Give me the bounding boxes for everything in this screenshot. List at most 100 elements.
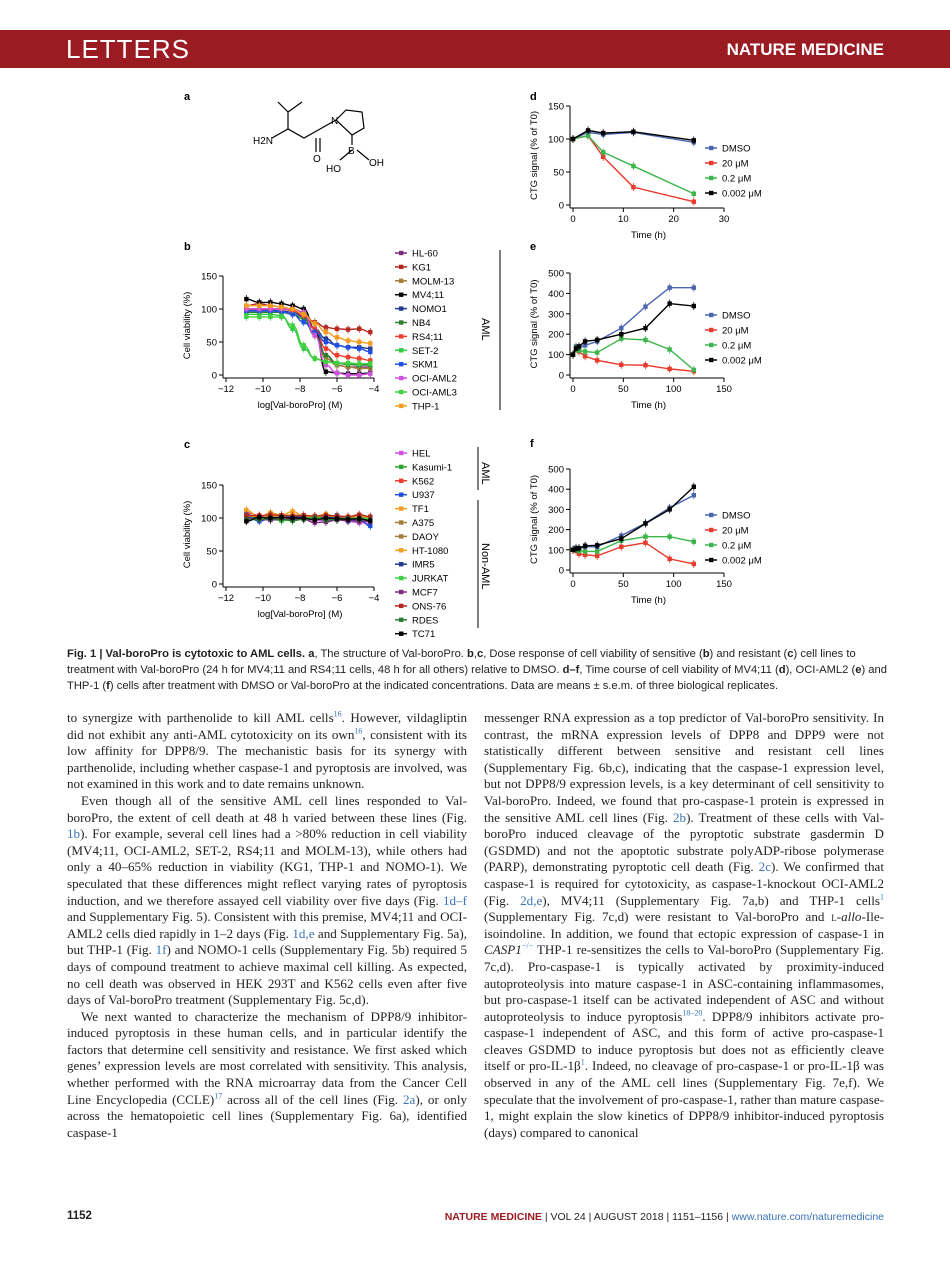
- text-run: ) and resistant (: [709, 648, 788, 660]
- figure-link[interactable]: 1f: [155, 942, 167, 958]
- legend-label: TF1: [412, 504, 429, 515]
- legend-label: 0.002 μM: [722, 356, 762, 367]
- data-point: [691, 367, 696, 373]
- y-tick-label: 0: [212, 371, 217, 382]
- data-point: [601, 154, 606, 160]
- series-KG1: KG1: [244, 262, 431, 337]
- series-0.002 μM: 0.002 μM: [570, 482, 762, 567]
- legend-label: JURKAT: [412, 574, 448, 585]
- data-point: [619, 536, 624, 541]
- legend-marker: [399, 492, 404, 497]
- data-point: [357, 339, 362, 345]
- text-run: Even though all of the sensitive AML cel…: [67, 792, 467, 825]
- x-tick-label: −8: [295, 384, 306, 395]
- legend-marker: [399, 603, 404, 609]
- text-run: b: [467, 648, 474, 660]
- data-point: [570, 136, 576, 142]
- legend-marker: [399, 348, 404, 353]
- y-axis-label: CTG signal (% of T0): [529, 475, 540, 564]
- data-point: [345, 338, 351, 343]
- data-point: [631, 163, 636, 169]
- figure-link[interactable]: 2d,e: [520, 892, 543, 908]
- legend-marker: [709, 527, 714, 533]
- x-tick-label: 0: [570, 384, 575, 395]
- data-point: [345, 372, 351, 378]
- val-boropro-structure: [271, 101, 370, 161]
- data-point: [312, 517, 317, 523]
- series-MCF7: MCF7: [244, 514, 438, 599]
- data-point: [582, 354, 588, 359]
- data-point: [268, 515, 273, 521]
- legend-marker: [399, 617, 404, 622]
- panel-label-d: d: [530, 91, 537, 103]
- figure-link[interactable]: 1d,e: [292, 925, 315, 941]
- chart-f: 0 50 100 150 0 100 200 300 400 500 Time (h) CTG sig…: [529, 465, 762, 607]
- data-point: [345, 345, 351, 350]
- text-run: , consistent with its low affinity for D…: [67, 726, 467, 792]
- footer-url[interactable]: www.nature.com/naturemedicine: [731, 1211, 884, 1223]
- x-tick-label: 10: [618, 214, 629, 225]
- data-point: [345, 360, 351, 366]
- legend-label: DMSO: [722, 144, 751, 155]
- x-tick-label: 50: [618, 579, 629, 590]
- data-point: [279, 314, 284, 320]
- data-point: [357, 516, 362, 521]
- figure-link[interactable]: 2a: [403, 1091, 416, 1107]
- y-tick-label: 150: [548, 102, 564, 113]
- text-run: d: [778, 664, 786, 676]
- data-point: [368, 518, 373, 523]
- data-point: [368, 341, 373, 346]
- x-tick-label: 150: [716, 384, 732, 395]
- data-point: [594, 350, 600, 355]
- legend-marker: [709, 512, 714, 518]
- panel-label-e: e: [530, 241, 536, 253]
- text-run: (Supplementary Fig. 7c,d) were resistant…: [484, 909, 832, 925]
- figure-link[interactable]: 2b: [672, 809, 687, 825]
- legend-marker: [709, 557, 714, 563]
- data-point: [619, 336, 624, 341]
- x-axis-label: Time (h): [631, 400, 666, 411]
- legend-marker: [399, 450, 404, 456]
- series-TC71: TC71: [244, 513, 435, 640]
- group-label-non-aml: Non-AML: [479, 543, 491, 589]
- legend-marker: [399, 362, 404, 367]
- x-tick-label: −10: [255, 593, 271, 604]
- legend-marker: [709, 312, 714, 318]
- x-tick-label: −12: [218, 593, 234, 604]
- y-tick-label: 50: [553, 168, 564, 179]
- legend-label: KG1: [412, 262, 431, 273]
- legend-label: ONS-76: [412, 601, 446, 612]
- data-point: [667, 285, 672, 290]
- chart-d: 0 10 20 30 0 50 100 150 Time (h) CTG signal (% of…: [529, 102, 762, 242]
- atom-ho: HO: [326, 164, 341, 175]
- text-run: ) cells after treatment with DMSO or Val…: [109, 680, 779, 692]
- data-point: [244, 519, 249, 524]
- legend-label: 0.2 μM: [722, 341, 751, 352]
- data-point: [573, 546, 579, 551]
- y-tick-label: 200: [548, 525, 564, 536]
- y-tick-label: 100: [548, 545, 564, 556]
- text-run: , Dose response of cell viability of sen…: [483, 648, 703, 660]
- y-tick-label: 0: [559, 566, 564, 577]
- x-axis-label: Time (h): [631, 230, 666, 241]
- legend-label: OCI-AML2: [412, 374, 457, 385]
- panel-label-c: c: [184, 439, 190, 451]
- data-point: [667, 556, 672, 562]
- legend-marker: [709, 357, 714, 363]
- data-point: [290, 323, 295, 328]
- text-run: c: [787, 648, 794, 660]
- legend-label: TC71: [412, 629, 435, 640]
- legend-label: K562: [412, 476, 434, 487]
- data-point: [334, 343, 340, 348]
- figure-link[interactable]: 1b: [67, 826, 81, 842]
- data-point: [691, 539, 696, 544]
- data-point: [619, 332, 624, 337]
- section-title: LETTERS: [66, 34, 191, 64]
- data-point: [643, 304, 648, 309]
- y-tick-label: 400: [548, 485, 564, 496]
- data-point: [257, 314, 262, 320]
- figure-link[interactable]: 2c: [758, 859, 772, 875]
- data-point: [368, 361, 373, 366]
- figure-link[interactable]: 1d–f: [442, 892, 467, 908]
- legend-label: MV4;11: [412, 290, 444, 301]
